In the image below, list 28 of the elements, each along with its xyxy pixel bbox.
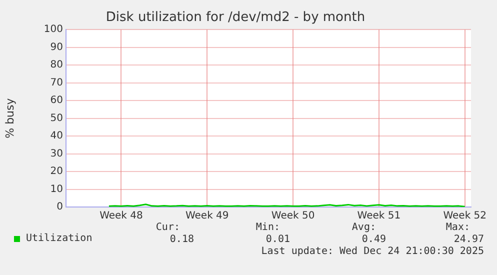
x-tick-label: Week 51 xyxy=(357,210,401,222)
legend-label: Utilization xyxy=(26,233,92,244)
y-tick-label: 30 xyxy=(50,148,63,160)
y-tick-label: 40 xyxy=(50,130,63,142)
y-tick-label: 60 xyxy=(50,95,63,106)
y-tick-label: 20 xyxy=(50,166,63,178)
y-tick-label: 70 xyxy=(50,77,63,88)
text: Min: xyxy=(254,222,280,233)
x-tick-label: Week 50 xyxy=(271,210,315,222)
text: 0.49 xyxy=(360,234,386,245)
text: 0.18 xyxy=(168,234,194,245)
y-tick-label: 0 xyxy=(56,202,63,213)
chart-title: Disk utilization for /dev/md2 - by month xyxy=(106,10,366,26)
y-tick-label: 100 xyxy=(44,24,63,36)
text: Max: xyxy=(444,222,470,233)
x-tick-label: Week 52 xyxy=(443,210,487,222)
y-tick-label: 80 xyxy=(50,60,63,71)
text: Avg: xyxy=(350,222,376,233)
x-tick-label: Week 48 xyxy=(100,210,143,222)
text: 0.01 xyxy=(264,234,290,245)
text: 24.97 xyxy=(452,234,484,245)
y-tick-label: 10 xyxy=(50,184,63,195)
text: Last update: Wed Dec 24 21:00:30 2025 xyxy=(261,246,484,257)
y-tick-label: 50 xyxy=(50,112,63,124)
text: Cur: xyxy=(154,222,180,233)
y-axis-title: % busy xyxy=(3,98,16,138)
y-tick-label: 90 xyxy=(50,42,63,53)
x-tick-label: Week 49 xyxy=(185,210,229,222)
